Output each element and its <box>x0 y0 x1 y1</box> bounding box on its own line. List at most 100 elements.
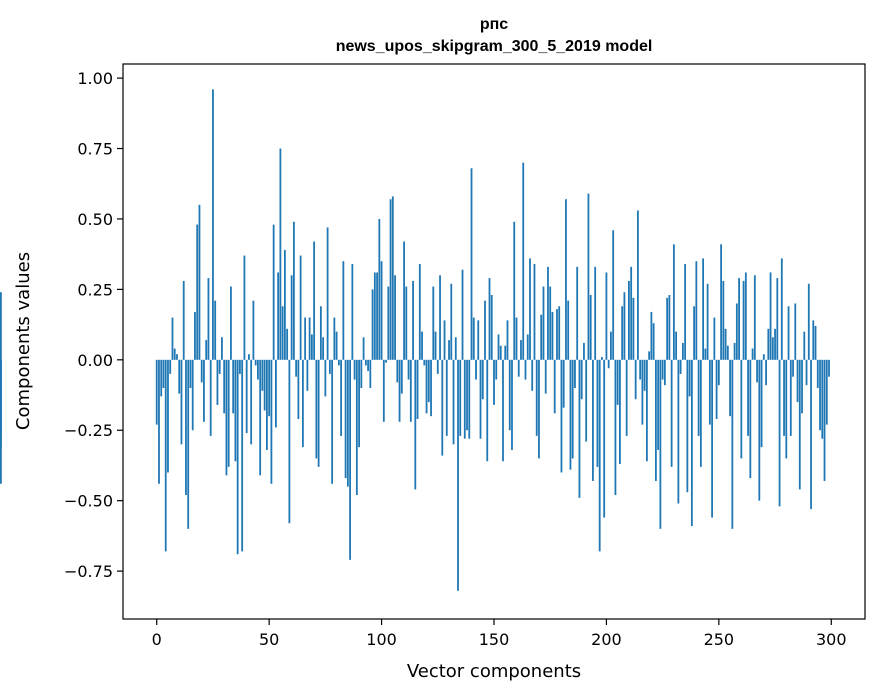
bar <box>342 261 345 360</box>
bar <box>589 295 592 360</box>
bar <box>427 359 430 403</box>
bar <box>522 162 525 360</box>
bar <box>313 241 316 360</box>
bar <box>423 359 426 366</box>
bar <box>646 359 648 462</box>
bar <box>490 295 493 360</box>
bar <box>515 317 518 360</box>
bar <box>565 199 567 360</box>
bar <box>652 323 655 360</box>
bar <box>756 359 758 383</box>
y-tick-label: 0.25 <box>77 280 113 299</box>
bar <box>290 275 293 360</box>
bar <box>535 359 538 436</box>
bar <box>688 359 691 397</box>
bar <box>540 314 543 360</box>
bar <box>286 328 289 360</box>
bar <box>394 275 396 360</box>
bar <box>315 359 318 459</box>
bar <box>814 326 817 360</box>
bar <box>288 359 291 524</box>
bar <box>672 244 675 360</box>
bar <box>765 359 767 386</box>
bar <box>731 359 734 529</box>
x-tick-label: 100 <box>366 630 397 649</box>
bar <box>695 261 698 360</box>
bar <box>562 359 565 408</box>
bar <box>178 359 181 394</box>
bar <box>248 354 250 360</box>
bar <box>529 258 531 360</box>
bar <box>751 348 754 360</box>
bar <box>677 359 680 504</box>
bar <box>693 306 696 360</box>
bar <box>373 272 376 360</box>
bar <box>807 283 810 360</box>
bar <box>470 168 473 360</box>
bar <box>713 317 716 360</box>
bar <box>385 359 387 363</box>
bar <box>466 359 468 431</box>
y-tick-label: 0.50 <box>77 210 113 229</box>
bar <box>553 359 556 414</box>
bar <box>295 359 298 377</box>
bar <box>486 359 489 462</box>
bar <box>560 359 563 473</box>
bar <box>767 328 770 360</box>
bar <box>497 334 500 360</box>
bar <box>661 359 664 380</box>
bar <box>654 359 657 481</box>
bar <box>542 286 545 360</box>
bar <box>598 359 601 552</box>
bar <box>724 328 727 360</box>
bar <box>547 266 549 360</box>
bar <box>816 359 819 388</box>
bar <box>263 359 266 411</box>
bar <box>823 359 826 481</box>
y-tick-label: −0.75 <box>64 562 113 581</box>
bar <box>412 280 414 360</box>
bar <box>810 359 812 510</box>
bar <box>702 258 705 360</box>
bar <box>324 359 327 397</box>
bar <box>221 337 223 360</box>
bar <box>461 269 464 360</box>
bar <box>567 300 570 360</box>
bar <box>369 359 372 388</box>
bar <box>380 261 383 360</box>
bar <box>657 359 660 450</box>
bar <box>625 359 628 436</box>
bar <box>574 359 576 388</box>
bar <box>227 359 230 467</box>
bar <box>173 348 176 360</box>
bar <box>396 359 399 383</box>
bar <box>493 359 495 405</box>
bar <box>279 148 282 360</box>
bar <box>760 359 763 448</box>
bar <box>789 359 792 436</box>
bar <box>450 283 453 360</box>
bar <box>594 266 597 360</box>
bar <box>679 359 682 374</box>
bar <box>502 359 504 462</box>
bar <box>463 359 466 439</box>
bar <box>421 331 423 360</box>
bar <box>787 306 790 360</box>
bar <box>216 359 219 405</box>
bar <box>762 354 765 360</box>
bar <box>517 359 520 377</box>
bar <box>382 359 385 422</box>
bar <box>196 224 199 360</box>
bar <box>576 266 579 360</box>
bar <box>378 218 381 360</box>
x-tick-label: 250 <box>704 630 735 649</box>
bar <box>407 359 410 380</box>
bar <box>355 359 358 496</box>
x-axis-ticks: 0 50 100 150 200 250 300 <box>152 619 847 649</box>
bar <box>749 359 752 479</box>
bar <box>203 359 205 422</box>
bar <box>430 359 432 417</box>
bar <box>477 320 480 360</box>
bar <box>432 286 435 360</box>
